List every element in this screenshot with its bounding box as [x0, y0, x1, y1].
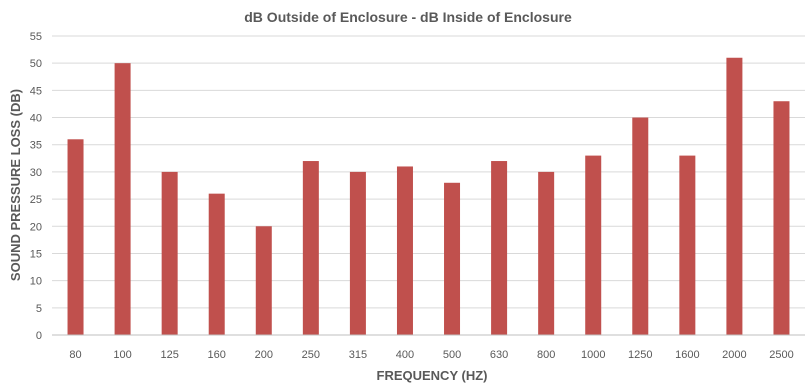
- y-axis-ticks: 0 5 10 15 20 25 30 35 40 45 50 55: [30, 31, 42, 342]
- bar-1000: [585, 155, 602, 335]
- x-tick-label: 125: [160, 349, 178, 361]
- bar-125: [161, 171, 178, 335]
- bar-160: [208, 193, 225, 335]
- bar-800: [538, 171, 555, 335]
- bar-250: [302, 161, 319, 335]
- bar-1600: [679, 155, 696, 335]
- y-tick-label: 10: [30, 276, 42, 288]
- x-tick-label: 400: [396, 349, 414, 361]
- x-axis-label: FREQUENCY (HZ): [377, 368, 488, 383]
- bar-630: [491, 161, 508, 335]
- x-tick-label: 1600: [675, 349, 699, 361]
- y-tick-label: 20: [30, 221, 42, 233]
- y-tick-label: 5: [36, 303, 42, 315]
- x-tick-label: 315: [349, 349, 367, 361]
- bar-1250: [632, 117, 649, 335]
- y-tick-label: 45: [30, 85, 42, 97]
- x-tick-label: 2000: [722, 349, 746, 361]
- x-tick-label: 160: [208, 349, 226, 361]
- x-tick-label: 1000: [581, 349, 605, 361]
- y-tick-label: 30: [30, 167, 42, 179]
- y-tick-label: 25: [30, 194, 42, 206]
- bar-400: [396, 166, 413, 335]
- y-tick-label: 35: [30, 140, 42, 152]
- x-tick-label: 2500: [769, 349, 793, 361]
- x-tick-label: 500: [443, 349, 461, 361]
- chart-title: dB Outside of Enclosure - dB Inside of E…: [244, 9, 572, 25]
- bar-200: [255, 226, 272, 335]
- y-tick-label: 0: [36, 330, 42, 342]
- y-tick-label: 40: [30, 113, 42, 125]
- x-tick-label: 200: [255, 349, 273, 361]
- x-tick-label: 630: [490, 349, 508, 361]
- x-tick-label: 1250: [628, 349, 652, 361]
- x-tick-label: 100: [113, 349, 131, 361]
- x-tick-label: 800: [537, 349, 555, 361]
- x-tick-label: 80: [69, 349, 81, 361]
- y-axis-label: SOUND PRESSURE LOSS (DB): [8, 89, 23, 281]
- y-tick-label: 15: [30, 248, 42, 260]
- bar-2500: [773, 101, 790, 336]
- y-tick-label: 50: [30, 58, 42, 70]
- x-axis-ticks: 80 100 125 160 200 250 315 400 500 630 800 1000 1250…: [69, 349, 793, 361]
- bars: [67, 57, 790, 336]
- bar-80: [67, 139, 84, 335]
- bar-2000: [726, 57, 743, 335]
- bar-500: [444, 182, 461, 335]
- y-tick-label: 55: [30, 31, 42, 43]
- bar-100: [114, 63, 131, 335]
- bar-315: [349, 171, 366, 335]
- x-tick-label: 250: [302, 349, 320, 361]
